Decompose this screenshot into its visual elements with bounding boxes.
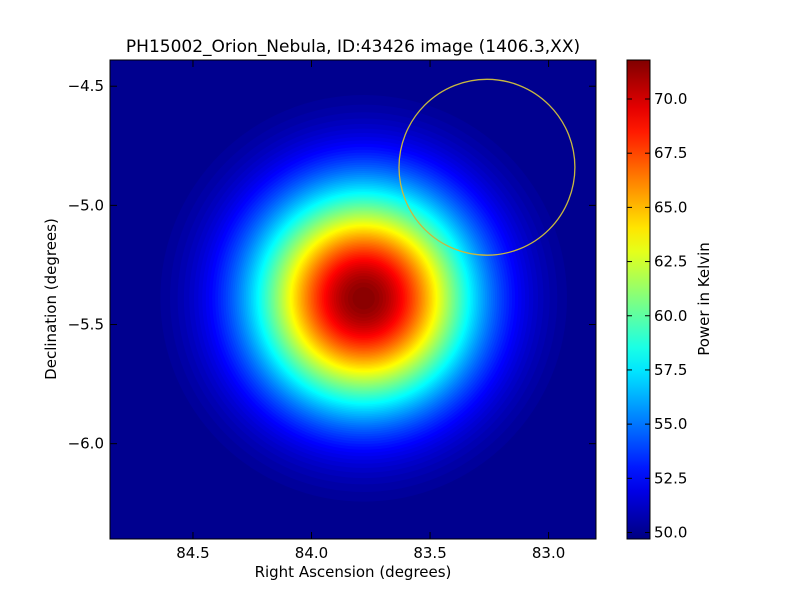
colorbar: 50.0 52.5 55.0 57.5 60.0 62.5 65.0 67.5 70.0 Pow…: [626, 59, 713, 541]
colorbar-tick-label: 65.0: [654, 198, 687, 216]
y-axis-ticks: −4.5 −5.0 −5.5 −6.0: [68, 77, 596, 453]
heatmap-image: [160, 94, 567, 502]
colorbar-label: Power in Kelvin: [695, 242, 713, 356]
x-axis-label: Right Ascension (degrees): [255, 563, 452, 581]
aperture-circle: [398, 78, 576, 256]
y-tick-label: −6.0: [68, 435, 104, 453]
heatmap-level: [352, 287, 375, 310]
colorbar-ticks: 50.0 52.5 55.0 57.5 60.0 62.5 65.0 67.5 70.0: [627, 90, 687, 541]
colorbar-gradient: [626, 59, 651, 540]
colorbar-tick-label: 62.5: [654, 253, 687, 271]
colorbar-tick-label: 52.5: [654, 469, 687, 487]
colorbar-tick-label: 60.0: [654, 307, 687, 325]
y-tick-label: −4.5: [68, 77, 104, 95]
x-tick-label: 83.0: [532, 544, 565, 562]
colorbar-tick-label: 70.0: [654, 90, 687, 108]
colorbar-tick-label: 67.5: [654, 144, 687, 162]
colorbar-tick-label: 57.5: [654, 361, 687, 379]
y-tick-label: −5.5: [68, 316, 104, 334]
x-tick-label: 84.5: [176, 544, 209, 562]
y-axis-label: Declination (degrees): [42, 218, 60, 380]
colorbar-tick-label: 50.0: [654, 523, 687, 541]
x-axis-ticks: 84.5 84.0 83.5 83.0: [176, 60, 565, 562]
x-tick-label: 84.0: [295, 544, 328, 562]
x-tick-label: 83.5: [413, 544, 446, 562]
plot-frame: [109, 59, 597, 540]
y-tick-label: −5.0: [68, 196, 104, 214]
chart-title: PH15002_Orion_Nebula, ID:43426 image (14…: [126, 37, 580, 57]
colorbar-tick-label: 55.0: [654, 415, 687, 433]
heatmap-area: 84.5 84.0 83.5 83.0 −4.5 −5.0 −5.5 −6.0: [68, 59, 597, 562]
